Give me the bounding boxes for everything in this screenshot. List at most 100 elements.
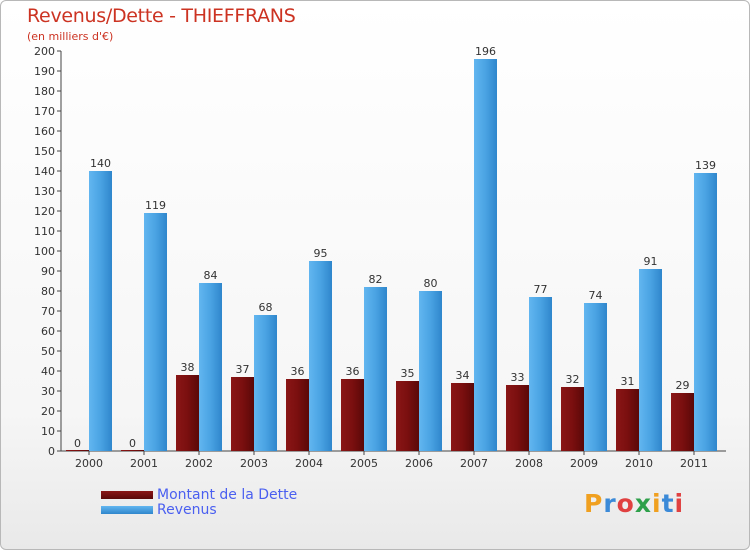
logo-letter: x — [634, 489, 652, 518]
x-tick-label: 2010 — [625, 457, 653, 470]
x-tick-label: 2008 — [515, 457, 543, 470]
y-tick-label: 80 — [41, 285, 55, 298]
data-label-dette: 29 — [676, 379, 690, 392]
y-tick-label: 190 — [34, 65, 55, 78]
data-label-dette: 0 — [129, 437, 136, 450]
data-label-dette: 0 — [74, 437, 81, 450]
data-label-revenus: 196 — [475, 45, 496, 58]
legend-swatch-dette — [101, 491, 153, 499]
y-tick-label: 140 — [34, 165, 55, 178]
bar-revenus — [364, 287, 387, 451]
bar-dette — [341, 379, 364, 451]
x-tick-label: 2002 — [185, 457, 213, 470]
data-label-dette: 37 — [236, 363, 250, 376]
data-label-dette: 32 — [566, 373, 580, 386]
y-tick-label: 160 — [34, 125, 55, 138]
proxiti-logo: Proxiti — [584, 489, 684, 518]
bar-dette — [121, 450, 144, 451]
chart-subtitle: (en milliers d'€) — [27, 30, 114, 43]
data-label-revenus: 74 — [589, 289, 603, 302]
bar-revenus — [529, 297, 552, 451]
x-tick-label: 2003 — [240, 457, 268, 470]
logo-letter: i — [652, 489, 662, 518]
bar-dette — [231, 377, 254, 451]
y-tick-label: 150 — [34, 145, 55, 158]
legend-item-revenus: Revenus — [101, 502, 217, 518]
y-tick-label: 100 — [34, 245, 55, 258]
y-tick-label: 60 — [41, 325, 55, 338]
chart-bars — [66, 59, 717, 451]
legend-label-revenus: Revenus — [157, 502, 217, 518]
y-tick-label: 90 — [41, 265, 55, 278]
data-label-revenus: 140 — [90, 157, 111, 170]
data-label-dette: 36 — [291, 365, 305, 378]
data-label-dette: 36 — [346, 365, 360, 378]
data-label-dette: 33 — [511, 371, 525, 384]
bar-revenus — [584, 303, 607, 451]
data-label-dette: 34 — [456, 369, 470, 382]
chart-axes: 0 10 20 30 40 50 60 70 80 90 100 110 120 130 140 150 160… — [34, 45, 726, 470]
x-tick-label: 2007 — [460, 457, 488, 470]
x-tick-label: 2004 — [295, 457, 323, 470]
bar-revenus — [199, 283, 222, 451]
legend-label-dette: Montant de la Dette — [157, 487, 298, 503]
bar-revenus — [309, 261, 332, 451]
logo-letter: o — [616, 489, 635, 518]
y-tick-label: 20 — [41, 405, 55, 418]
bar-dette — [66, 450, 89, 451]
data-label-revenus: 95 — [314, 247, 328, 260]
bar-revenus — [254, 315, 277, 451]
data-label-revenus: 68 — [259, 301, 273, 314]
bar-dette — [506, 385, 529, 451]
data-label-revenus: 77 — [534, 283, 548, 296]
bar-dette — [286, 379, 309, 451]
bar-dette — [451, 383, 474, 451]
data-label-revenus: 139 — [695, 159, 716, 172]
logo-letter: i — [674, 489, 685, 518]
legend-swatch-revenus — [101, 506, 153, 514]
bar-dette — [616, 389, 639, 451]
data-label-revenus: 82 — [369, 273, 383, 286]
y-tick-label: 10 — [41, 425, 55, 438]
legend-item-dette: Montant de la Dette — [101, 487, 297, 503]
x-tick-label: 2011 — [680, 457, 708, 470]
bar-dette — [561, 387, 584, 451]
bar-revenus — [474, 59, 497, 451]
bar-revenus — [694, 173, 717, 451]
data-label-dette: 38 — [181, 361, 195, 374]
chart-title: Revenus/Dette - THIEFFRANS — [27, 5, 296, 27]
bar-revenus — [89, 171, 112, 451]
y-tick-label: 110 — [34, 225, 55, 238]
bar-dette — [671, 393, 694, 451]
x-tick-label: 2006 — [405, 457, 433, 470]
y-tick-label: 120 — [34, 205, 55, 218]
y-tick-label: 40 — [41, 365, 55, 378]
data-label-revenus: 80 — [424, 277, 438, 290]
y-tick-label: 170 — [34, 105, 55, 118]
logo-letter: r — [603, 489, 617, 518]
x-tick-label: 2000 — [75, 457, 103, 470]
logo-letter: P — [584, 489, 604, 518]
x-tick-label: 2009 — [570, 457, 598, 470]
x-tick-label: 2001 — [130, 457, 158, 470]
y-tick-label: 70 — [41, 305, 55, 318]
y-tick-label: 50 — [41, 345, 55, 358]
bar-revenus — [144, 213, 167, 451]
logo-letter: t — [661, 489, 675, 518]
data-label-revenus: 91 — [644, 255, 658, 268]
y-tick-label: 30 — [41, 385, 55, 398]
bar-revenus — [639, 269, 662, 451]
data-label-dette: 31 — [621, 375, 635, 388]
bar-dette — [396, 381, 419, 451]
x-tick-label: 2005 — [350, 457, 378, 470]
y-tick-label: 0 — [48, 445, 55, 458]
y-tick-label: 200 — [34, 45, 55, 58]
bar-revenus — [419, 291, 442, 451]
data-label-dette: 35 — [401, 367, 415, 380]
data-label-revenus: 84 — [204, 269, 218, 282]
bar-dette — [176, 375, 199, 451]
y-tick-label: 180 — [34, 85, 55, 98]
data-label-revenus: 119 — [145, 199, 166, 212]
